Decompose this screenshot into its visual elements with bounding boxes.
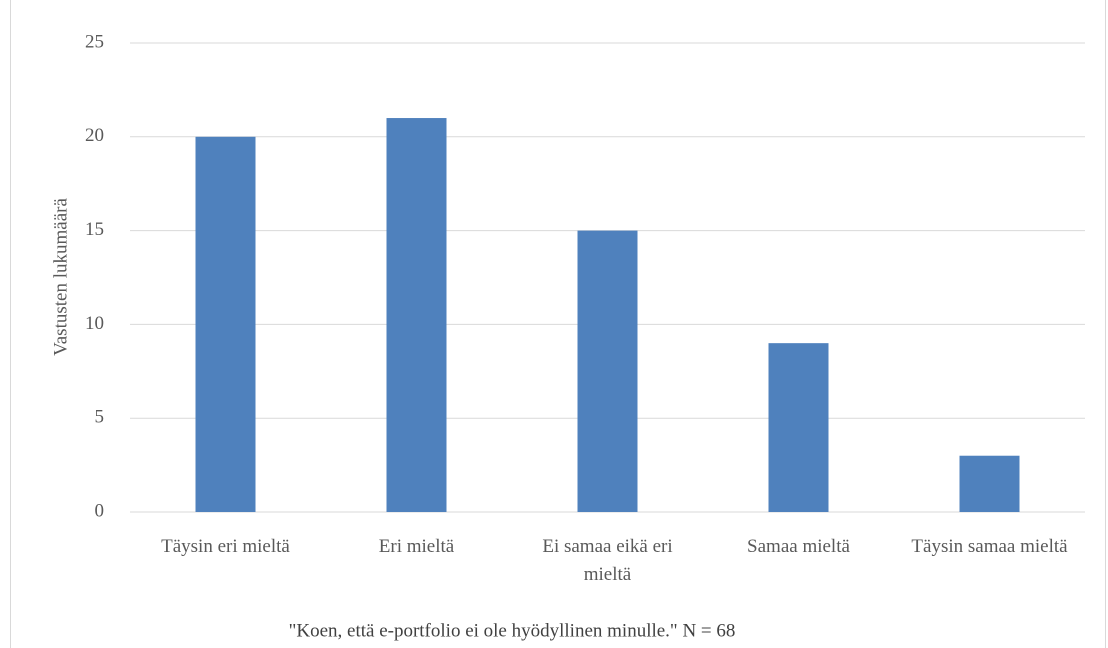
y-tick-label: 25 <box>85 31 104 52</box>
x-tick-label: Täysin eri mieltä <box>161 536 290 557</box>
y-tick-label: 15 <box>85 219 104 240</box>
x-tick-label-box: Ei samaa eikä eri mieltä <box>542 536 673 585</box>
x-tick-label: Ei samaa eikä eri mieltä <box>542 536 673 585</box>
x-tick-label: Samaa mieltä <box>747 536 850 557</box>
x-tick-label: Täysin samaa mieltä <box>911 536 1068 557</box>
y-tick-label: 5 <box>95 407 105 428</box>
x-tick-label-box: Täysin samaa mieltä <box>911 536 1068 557</box>
y-axis-label: Vastusten lukumäärä <box>50 198 71 356</box>
y-tick-label: 10 <box>85 313 104 334</box>
bar <box>577 230 638 512</box>
bar <box>195 136 256 513</box>
caption: "Koen, että e-portfolio ei ole hyödyllin… <box>289 620 736 641</box>
bar <box>959 455 1020 512</box>
bar <box>386 118 447 512</box>
x-tick-label-box: Eri mieltä <box>378 536 455 557</box>
y-tick-label: 20 <box>85 125 104 146</box>
x-tick-label-box: Samaa mieltä <box>747 536 850 557</box>
x-tick-label: Eri mieltä <box>378 536 455 557</box>
bar <box>768 343 829 512</box>
y-tick-label: 0 <box>95 500 105 521</box>
chart-frame <box>10 0 1106 648</box>
x-tick-label-box: Täysin eri mieltä <box>161 536 290 557</box>
